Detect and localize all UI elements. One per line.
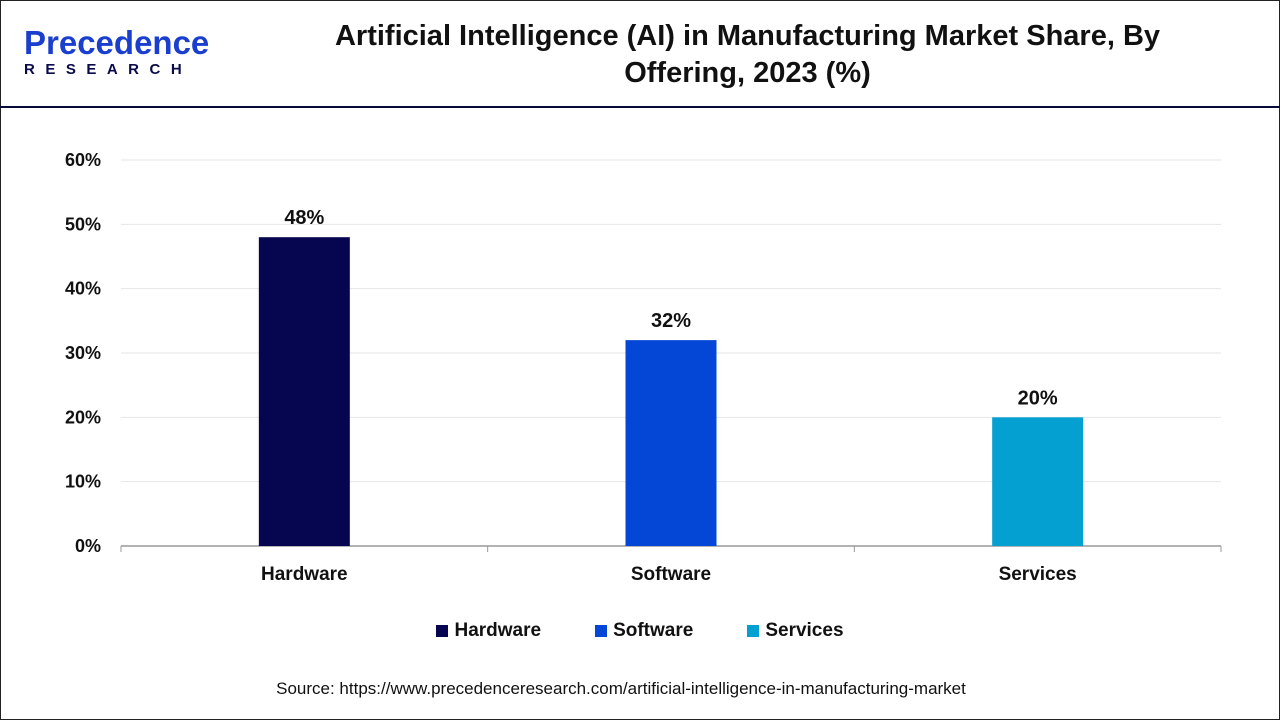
legend-swatch bbox=[595, 625, 608, 637]
x-tick-label: Software bbox=[631, 564, 711, 585]
logo-line1: Precedence bbox=[24, 24, 210, 61]
legend-label: Hardware bbox=[454, 620, 542, 641]
legend-item-hardware: Hardware bbox=[436, 620, 541, 642]
data-label: 32% bbox=[651, 310, 691, 332]
legend-swatch bbox=[747, 625, 760, 637]
y-tick-label: 40% bbox=[65, 279, 101, 299]
legend-label: Software bbox=[613, 620, 694, 641]
legend-label: Services bbox=[765, 620, 844, 641]
data-label: 20% bbox=[1018, 387, 1058, 409]
legend: Hardware Software Services bbox=[0, 620, 1280, 642]
x-tick-label: Hardware bbox=[261, 564, 348, 585]
legend-item-services: Services bbox=[747, 620, 844, 642]
header: Precedence RESEARCH Artificial Intellige… bbox=[0, 0, 1280, 108]
chart-title: Artificial Intelligence (AI) in Manufact… bbox=[334, 20, 1161, 89]
logo-line2: RESEARCH bbox=[24, 61, 193, 78]
source-text: Source: https://www.precedenceresearch.c… bbox=[276, 679, 966, 698]
y-tick-label: 60% bbox=[65, 150, 101, 170]
bar-services bbox=[992, 417, 1084, 546]
x-tick-label: Services bbox=[999, 564, 1077, 585]
data-label: 48% bbox=[284, 207, 324, 229]
y-tick-label: 30% bbox=[65, 343, 101, 363]
y-tick-label: 0% bbox=[75, 536, 101, 556]
bar-software bbox=[625, 340, 717, 546]
bar-hardware bbox=[258, 237, 350, 546]
legend-swatch bbox=[436, 625, 449, 637]
y-tick-label: 10% bbox=[65, 472, 101, 492]
y-tick-label: 20% bbox=[65, 407, 101, 427]
y-tick-label: 50% bbox=[65, 214, 101, 234]
precedence-research-logo: Precedence RESEARCH bbox=[24, 24, 210, 79]
legend-item-software: Software bbox=[595, 620, 693, 642]
